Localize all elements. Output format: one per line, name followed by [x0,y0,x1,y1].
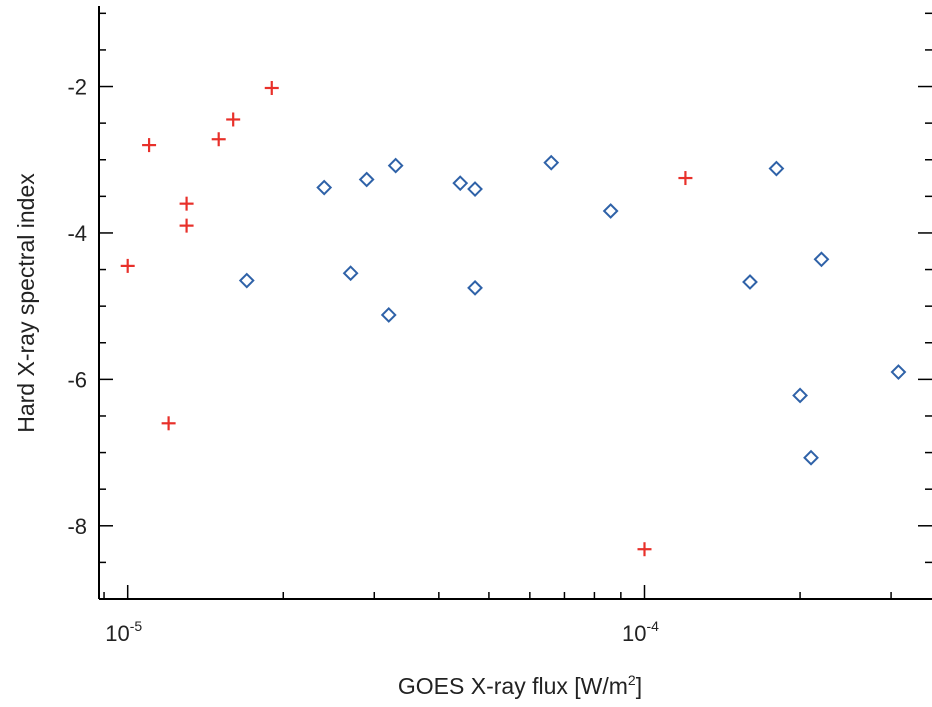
y-axis-ticks: -2 -4 -6 -8 [67,12,932,564]
diamond-marker [238,272,255,289]
plus-marker [264,80,279,95]
y-tick-label: -4 [67,221,87,246]
x-tick-label: 10-4 [622,618,659,646]
diamond-marker [387,157,404,174]
plus-marker [161,416,176,431]
plus-marker [637,542,652,557]
diamond-marker [452,175,469,192]
plot-frame [98,6,932,600]
diamond-marker [316,179,333,196]
diamond-marker [467,279,483,296]
x-axis-ticks: 10-5 10-4 [103,585,892,646]
y-tick-label: -6 [67,367,87,392]
y-tick-label: -2 [67,75,87,100]
diamond-marker [813,251,830,268]
diamond-marker [803,449,819,466]
data-points [120,80,907,557]
y-axis-title: Hard X-ray spectral index [13,173,39,433]
plus-marker [179,218,194,233]
diamond-marker [467,181,483,197]
plus-marker [678,171,693,186]
y-tick-label: -8 [67,514,87,539]
diamond-marker [543,154,560,171]
plus-marker [211,132,226,147]
plus-marker [120,258,135,273]
diamond-marker [358,171,375,188]
diamond-marker [768,160,785,177]
diamond-marker [792,387,808,404]
plus-marker [226,112,241,127]
diamond-marker [602,203,619,219]
diamond-marker [342,265,359,282]
x-tick-label: 10-5 [105,618,142,646]
plus-marker [179,196,194,211]
diamond-marker [380,307,397,323]
diamond-marker [742,274,758,290]
x-axis-title: GOES X-ray flux [W/m2] [398,672,642,699]
diamond-marker [890,364,907,380]
plus-marker [142,138,157,153]
